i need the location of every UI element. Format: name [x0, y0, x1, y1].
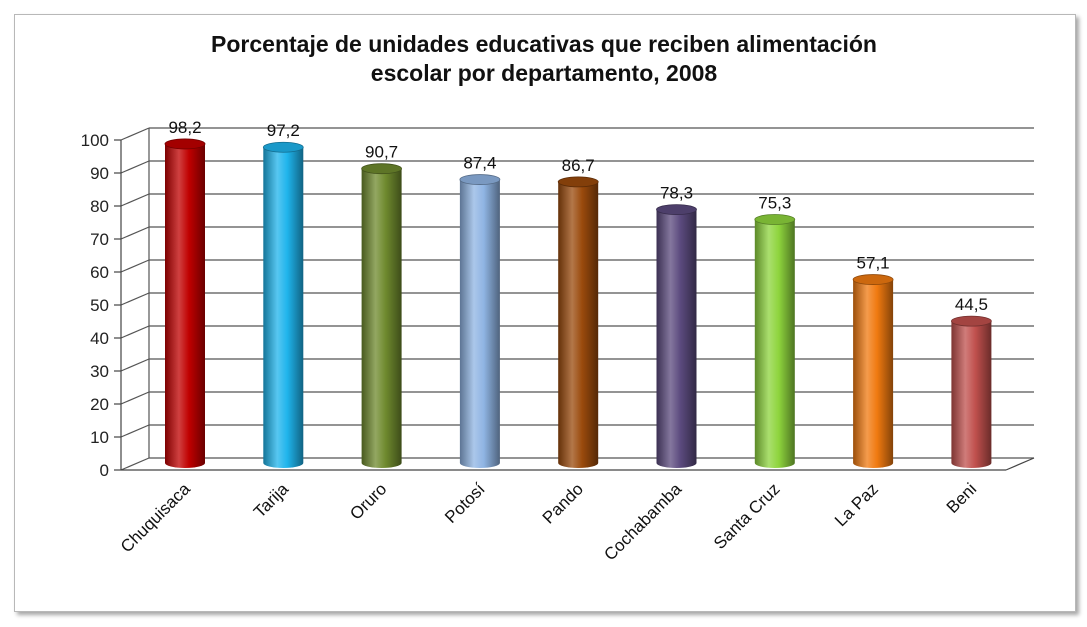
data-label: 87,4: [463, 154, 496, 173]
chart-title-line-2: escolar por departamento, 2008: [370, 60, 718, 86]
gridline-depth: [120, 193, 150, 207]
data-label: 97,2: [267, 121, 300, 140]
category-label: Chuquisaca: [117, 479, 194, 556]
category-label: Tarija: [250, 479, 293, 522]
y-tick-label: 70: [90, 230, 109, 249]
category-label: Oruro: [346, 479, 390, 523]
bar: [656, 204, 697, 469]
bar-body: [656, 209, 697, 469]
category-label: Pando: [539, 479, 587, 527]
y-tick-label: 60: [90, 263, 109, 282]
chart-title-line-1: Porcentaje de unidades educativas que re…: [211, 31, 877, 57]
bar-top: [852, 274, 894, 285]
gridline-depth: [120, 160, 150, 174]
gridline-depth: [120, 391, 150, 405]
bar: [262, 141, 304, 469]
gridline-depth: [120, 226, 150, 240]
y-tick-label: 40: [90, 329, 109, 348]
floor-edge: [1005, 457, 1035, 471]
bar-top: [656, 204, 697, 216]
bar-top: [754, 214, 796, 225]
chart-title: Porcentaje de unidades educativas que re…: [14, 30, 1074, 88]
data-label: 90,7: [365, 143, 398, 162]
bar: [852, 274, 894, 468]
bar-top: [459, 174, 501, 185]
y-tick-label: 30: [90, 362, 109, 381]
gridline-depth: [120, 325, 150, 339]
bar-body: [951, 321, 992, 468]
category-label: Potosí: [441, 479, 489, 527]
bar-body: [361, 168, 402, 468]
bar: [557, 176, 599, 468]
gridline-depth: [120, 127, 150, 141]
data-label: 44,5: [955, 295, 988, 314]
bar-body: [558, 181, 599, 468]
data-label: 98,2: [168, 118, 201, 137]
bar-body: [754, 219, 795, 468]
y-tick-label: 10: [90, 428, 109, 447]
bar-top: [361, 163, 403, 175]
bar: [754, 214, 796, 468]
bar-top: [262, 141, 304, 153]
category-label: Santa Cruz: [710, 479, 784, 553]
bar-body: [165, 143, 205, 468]
data-label: 86,7: [562, 156, 595, 175]
bar-body: [263, 147, 304, 469]
y-tick-label: 100: [81, 131, 109, 150]
y-tick-label: 20: [90, 395, 109, 414]
y-tick-label: 80: [90, 197, 109, 216]
data-label: 75,3: [758, 194, 791, 213]
bar-body: [459, 179, 500, 468]
data-label: 78,3: [660, 184, 693, 203]
gridline-depth: [120, 457, 150, 471]
category-label: Beni: [943, 479, 980, 516]
bar-top: [557, 176, 599, 188]
bar-body: [853, 279, 894, 468]
data-label: 57,1: [857, 254, 890, 273]
y-tick-label: 50: [90, 296, 109, 315]
gridline-depth: [120, 358, 150, 372]
gridline-depth: [120, 259, 150, 273]
bar: [164, 138, 206, 468]
y-tick-label: 90: [90, 164, 109, 183]
bar-top: [951, 315, 992, 327]
category-label: Cochabamba: [600, 479, 685, 564]
category-label: La Paz: [831, 479, 882, 530]
bar: [361, 163, 403, 468]
y-tick-label: 0: [100, 461, 109, 480]
bar-top: [164, 138, 206, 150]
bar: [459, 174, 501, 468]
gridline-depth: [120, 424, 150, 438]
gridline-depth: [120, 292, 150, 306]
bar: [951, 315, 992, 468]
